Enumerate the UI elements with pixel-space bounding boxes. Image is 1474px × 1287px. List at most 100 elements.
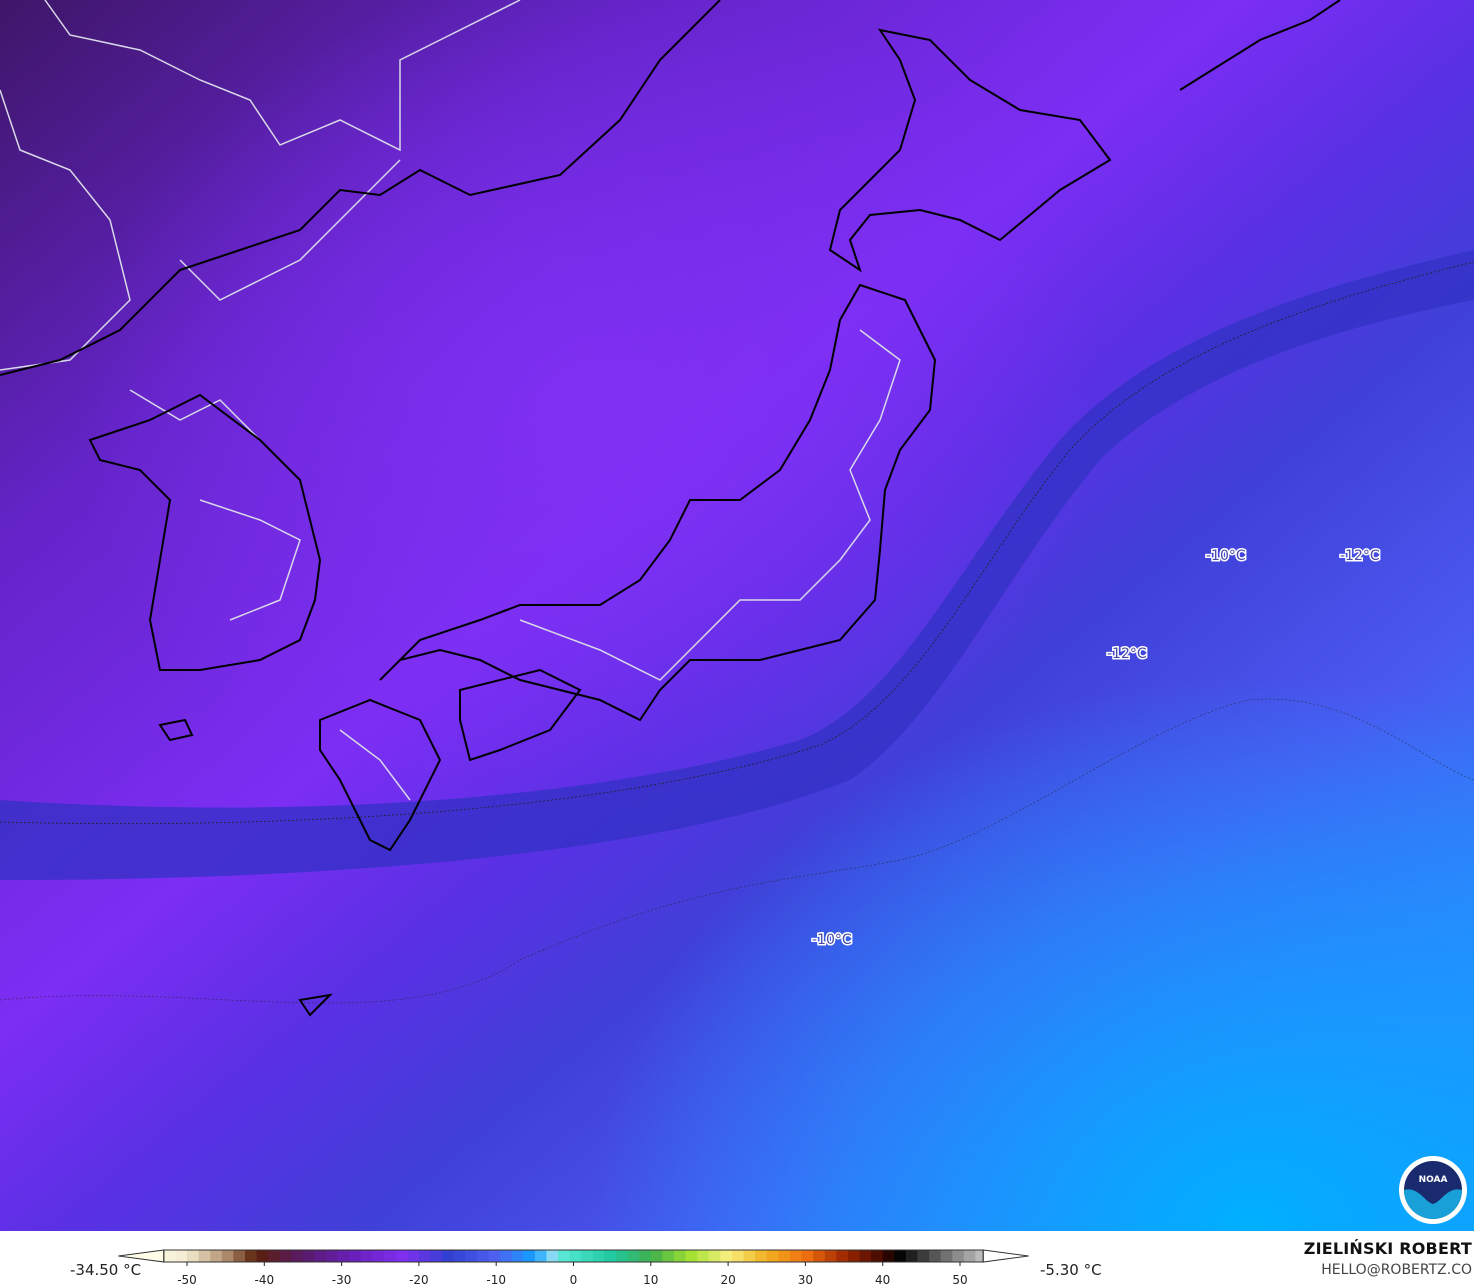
colorbar-segment bbox=[871, 1250, 884, 1262]
colorbar-segment bbox=[963, 1250, 976, 1262]
colorbar-segment bbox=[256, 1250, 269, 1262]
colorbar-segment bbox=[673, 1250, 687, 1262]
colorbar-tick-label: -10 bbox=[486, 1273, 506, 1287]
coast-shikoku bbox=[459, 668, 582, 762]
colorbar-segment bbox=[755, 1250, 768, 1262]
colorbar-segment bbox=[500, 1250, 513, 1262]
colorbar-segment bbox=[326, 1250, 339, 1262]
coastlines bbox=[0, 0, 1341, 1017]
colorbar-segment bbox=[639, 1250, 652, 1262]
colorbar-segment bbox=[523, 1250, 536, 1262]
colorbar-segment bbox=[511, 1250, 524, 1262]
colorbar-segment bbox=[894, 1250, 907, 1262]
colorbar-segment bbox=[662, 1250, 675, 1262]
author-email: HELLO@ROBERTZ.CO bbox=[1321, 1262, 1472, 1278]
colorbar-segment bbox=[743, 1250, 756, 1262]
colorbar-segment bbox=[569, 1250, 582, 1262]
colorbar-segment bbox=[766, 1250, 779, 1262]
colorbar-segment bbox=[604, 1250, 617, 1262]
contour-label: -12°C bbox=[1107, 646, 1147, 662]
colorbar-segment bbox=[859, 1250, 872, 1262]
svg-text:NOAA: NOAA bbox=[1419, 1175, 1448, 1185]
colorbar-segment bbox=[187, 1250, 200, 1262]
colorbar-segment bbox=[372, 1250, 385, 1262]
colorbar-tick-label: -40 bbox=[254, 1273, 274, 1287]
colorbar-tick-label: 30 bbox=[798, 1273, 813, 1287]
colorbar-segment bbox=[650, 1250, 663, 1262]
island-okinawa bbox=[298, 993, 333, 1017]
colorbar-segment bbox=[905, 1250, 918, 1262]
colorbar-segment bbox=[395, 1250, 408, 1262]
colorbar-tick-label: 40 bbox=[875, 1273, 890, 1287]
temperature-map: -10°C -12°C -12°C -10°C NOAA bbox=[0, 0, 1474, 1231]
colorbar-segment bbox=[210, 1250, 223, 1262]
noaa-logo: NOAA bbox=[1399, 1156, 1467, 1224]
country-borders bbox=[0, 0, 901, 801]
colorbar-segment bbox=[592, 1250, 605, 1262]
colorbar-segment bbox=[221, 1250, 234, 1262]
colorbar-segment bbox=[813, 1250, 826, 1262]
colorbar-segment bbox=[488, 1250, 501, 1262]
colorbar-segment bbox=[697, 1250, 710, 1262]
colorbar-segment bbox=[418, 1250, 431, 1262]
colorbar-segment bbox=[384, 1250, 397, 1262]
colorbar-segment bbox=[546, 1250, 559, 1262]
colorbar-segment bbox=[917, 1250, 930, 1262]
colorbar-segment bbox=[952, 1250, 965, 1262]
coast-kamchatka bbox=[1179, 0, 1341, 91]
colorbar-segment bbox=[940, 1250, 953, 1262]
colorbar-segment bbox=[616, 1250, 629, 1262]
coast-kyushu bbox=[319, 698, 442, 852]
colorbar-segment bbox=[314, 1250, 327, 1262]
legend-footer: -50 -40 -30 -20 -10 0 10 20 30 40 50 -34.50 °C -5.… bbox=[0, 1231, 1474, 1287]
colorbar-segment bbox=[836, 1250, 849, 1262]
coast-honshu bbox=[379, 283, 937, 722]
isotherm bbox=[0, 698, 1474, 1004]
colorbar-segment bbox=[824, 1250, 837, 1262]
max-value-label: -5.30 °C bbox=[1040, 1261, 1102, 1279]
colorbar-segment bbox=[847, 1250, 861, 1262]
colorbar-tick-label: 10 bbox=[643, 1273, 658, 1287]
colorbar-segment bbox=[279, 1250, 292, 1262]
colorbar-segment bbox=[163, 1250, 176, 1262]
colorbar-segment bbox=[534, 1250, 547, 1262]
colorbar: -50 -40 -30 -20 -10 0 10 20 30 40 50 bbox=[118, 1249, 1029, 1287]
colorbar-segment bbox=[453, 1250, 466, 1262]
colorbar-segment bbox=[244, 1250, 258, 1262]
colorbar-segment bbox=[407, 1250, 420, 1262]
colorbar-tick-label: -50 bbox=[177, 1273, 197, 1287]
colorbar-segment bbox=[882, 1250, 895, 1262]
isotherm bbox=[0, 261, 1474, 825]
colorbar-segment bbox=[929, 1250, 942, 1262]
colorbar-segment bbox=[731, 1250, 745, 1262]
colorbar-segment bbox=[685, 1250, 698, 1262]
coast-korea bbox=[88, 393, 322, 671]
colorbar-segment bbox=[581, 1250, 594, 1262]
colorbar-tick-label: 50 bbox=[952, 1273, 967, 1287]
colorbar-segment bbox=[720, 1250, 733, 1262]
colorbar-segment bbox=[302, 1250, 316, 1262]
min-value-label: -34.50 °C bbox=[70, 1261, 142, 1279]
colorbar-segment bbox=[708, 1250, 721, 1262]
colorbar-segment bbox=[627, 1250, 640, 1262]
colorbar-segment bbox=[360, 1250, 374, 1262]
contour-label: -10°C bbox=[812, 932, 852, 948]
colorbar-max-arrow bbox=[982, 1249, 1029, 1263]
southeast-warm-shading bbox=[0, 0, 1474, 1231]
colorbar-tick-label: -30 bbox=[332, 1273, 352, 1287]
colorbar-segment bbox=[233, 1250, 246, 1262]
colorbar-segment bbox=[198, 1250, 211, 1262]
colorbar-segment bbox=[175, 1250, 188, 1262]
coast-sakhalin-hokkaido bbox=[828, 28, 1112, 273]
colorbar-segment bbox=[268, 1250, 281, 1262]
coast-asia-mainland bbox=[0, 0, 721, 376]
colorbar-segment bbox=[789, 1250, 803, 1262]
contour-label: -12°C bbox=[1340, 548, 1380, 564]
colorbar-segment bbox=[337, 1250, 350, 1262]
author-credit: ZIELIŃSKI ROBERT bbox=[1303, 1239, 1472, 1258]
colorbar-segment bbox=[778, 1250, 791, 1262]
colorbar-tick-label: 0 bbox=[570, 1273, 578, 1287]
colorbar-tick-label: 20 bbox=[720, 1273, 735, 1287]
colorbar-segment bbox=[442, 1250, 455, 1262]
contour-label: -10°C bbox=[1206, 548, 1246, 564]
